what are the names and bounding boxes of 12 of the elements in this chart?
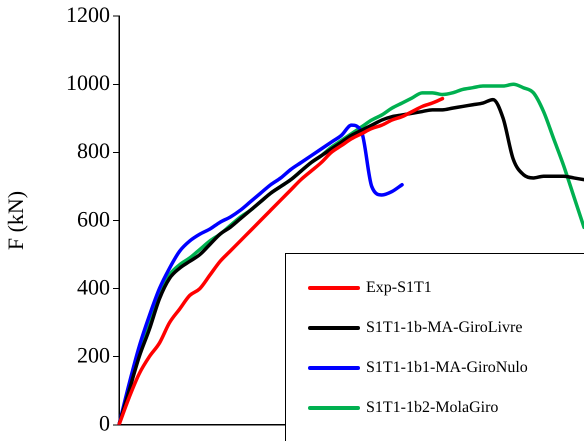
y-tick-label: 1200 [66,2,110,27]
legend-label: S1T1-1b2-MolaGiro [366,399,498,417]
legend-label: Exp-S1T1 [366,279,432,297]
y-axis-title: F (kN) [2,190,28,250]
y-tick-label: 400 [77,274,110,300]
y-tick-label: 800 [77,138,110,164]
y-tick-label: 600 [77,206,110,232]
legend-label: S1T1-1b-MA-GiroLivre [366,319,522,337]
legend-label: S1T1-1b1-MA-GiroNulo [366,359,528,377]
y-tick-label: 1000 [66,70,110,96]
y-tick-label: 200 [77,342,110,368]
y-tick-label: 0 [99,410,110,436]
